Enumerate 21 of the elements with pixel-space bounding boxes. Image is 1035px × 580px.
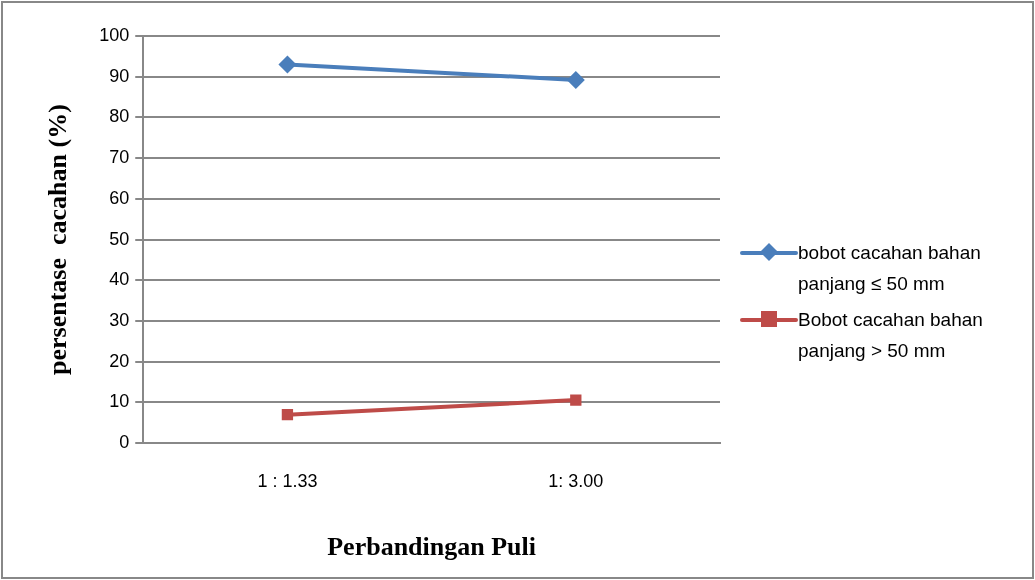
y-tick-label: 90: [109, 65, 130, 86]
x-tick-label: 1: 3.00: [548, 470, 604, 491]
point: [278, 55, 297, 74]
y-tick-label: 80: [109, 106, 130, 127]
legend-label: Bobot cacahan bahan panjang > 50 mm: [798, 308, 984, 363]
point: [281, 409, 294, 421]
legend-label: bobot cacahan bahan panjang ≤ 50 mm: [798, 241, 982, 296]
y-tick-label: 0: [119, 432, 130, 453]
point: [570, 394, 582, 406]
y-tick-label: 30: [109, 310, 130, 331]
x-axis-title: Perbandingan Puli: [327, 532, 537, 562]
y-tick-label: 20: [109, 350, 130, 371]
y-tick-label: 70: [109, 147, 130, 168]
y-tick-label: 40: [109, 269, 130, 290]
x-tick-label: 1 : 1.33: [257, 470, 318, 491]
y-axis-title: persentase cacahan (%): [43, 104, 73, 375]
y-tick-label: 60: [109, 187, 130, 208]
y-tick-label: 50: [109, 228, 130, 249]
y-tick-label: 10: [109, 391, 130, 412]
y-tick-label: 100: [99, 24, 130, 45]
point: [566, 70, 585, 89]
